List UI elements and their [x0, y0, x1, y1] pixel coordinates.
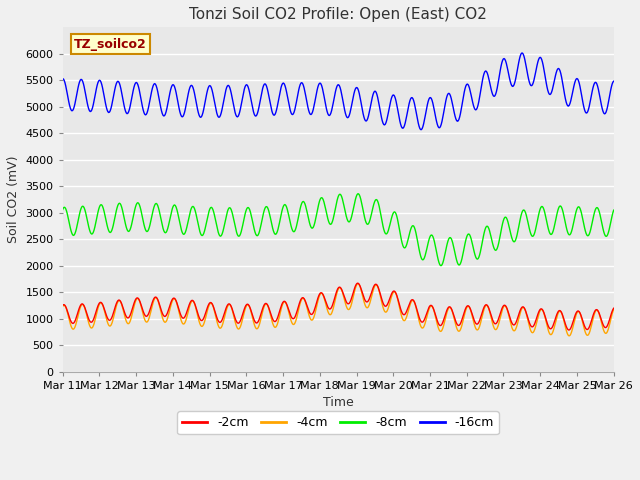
Title: Tonzi Soil CO2 Profile: Open (East) CO2: Tonzi Soil CO2 Profile: Open (East) CO2: [189, 7, 487, 22]
Text: TZ_soilco2: TZ_soilco2: [74, 37, 147, 50]
X-axis label: Time: Time: [323, 396, 353, 409]
Y-axis label: Soil CO2 (mV): Soil CO2 (mV): [7, 156, 20, 243]
Legend: -2cm, -4cm, -8cm, -16cm: -2cm, -4cm, -8cm, -16cm: [177, 411, 499, 434]
